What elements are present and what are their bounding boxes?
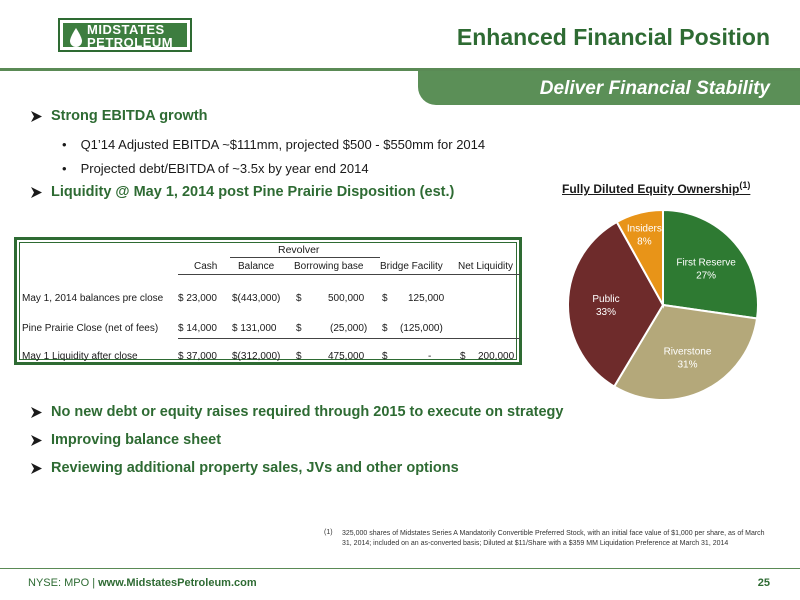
- bullet-no-new-debt: No new debt or equity raises required th…: [30, 404, 563, 420]
- footnote-number: (1): [324, 529, 333, 536]
- revolver-underline: [230, 257, 380, 258]
- pie-label-name: First Reserve: [676, 258, 736, 269]
- liquidity-table: Revolver Cash Balance Borrowing base Bri…: [14, 237, 522, 365]
- bullet-balance-sheet: Improving balance sheet: [30, 432, 221, 448]
- cell-balance: $ 131,000: [232, 323, 277, 334]
- pie-label-name: Insiders: [627, 223, 662, 234]
- cell-cash: $ 23,000: [178, 293, 217, 304]
- footer-separator: |: [92, 577, 96, 589]
- pie-label-name: Riverstone: [664, 346, 712, 357]
- pie-slice-insiders: [615, 208, 664, 309]
- oil-drop-icon: [70, 28, 82, 47]
- header-cash: Cash: [194, 261, 218, 272]
- header-divider: [0, 68, 800, 71]
- cell-borrow-symbol: $: [296, 351, 302, 362]
- footer-website-link[interactable]: www.MidstatesPetroleum.com: [98, 577, 257, 589]
- chart-title: Fully Diluted Equity Ownership(1): [562, 180, 750, 196]
- header-underline: [178, 274, 520, 275]
- arrow-bullet-icon: [31, 434, 42, 446]
- bullet-text: Improving balance sheet: [51, 432, 222, 448]
- table-inner-border: Revolver Cash Balance Borrowing base Bri…: [19, 242, 520, 362]
- cell-bridge-symbol: $: [382, 293, 388, 304]
- logo-background: MIDSTATES PETROLEUM: [63, 22, 187, 50]
- header-balance: Balance: [238, 261, 275, 272]
- header-bridge-facility: Bridge Facility: [380, 261, 443, 272]
- chart-title-text: Fully Diluted Equity Ownership: [562, 182, 740, 196]
- cell-bridge-symbol: $: [382, 351, 388, 362]
- arrow-bullet-icon: [31, 186, 42, 198]
- cell-cash: $ 37,000: [178, 351, 217, 362]
- subbullet-debt: • Projected debt/EBITDA of ~3.5x by year…: [62, 161, 369, 176]
- page-number: 25: [757, 577, 770, 589]
- bullet-text: Reviewing additional property sales, JVs…: [51, 460, 459, 476]
- page-subtitle: Deliver Financial Stability: [539, 78, 770, 99]
- cell-net-symbol: $: [460, 351, 466, 362]
- logo-text-line1: MIDSTATES: [87, 22, 165, 37]
- row-label: May 1, 2014 balances pre close: [22, 293, 164, 304]
- arrow-bullet-icon: [31, 462, 42, 474]
- cell-cash: $ 14,000: [178, 323, 217, 334]
- pie-slice-first-reserve: [662, 208, 759, 320]
- cell-bridge-symbol: $: [382, 323, 388, 334]
- cell-borrowing: (25,000): [330, 323, 368, 334]
- cell-net-liquidity: 200,000: [478, 351, 515, 362]
- header-borrowing-base: Borrowing base: [294, 261, 364, 272]
- header-net-liquidity: Net Liquidity: [458, 261, 514, 272]
- cell-borrowing: 500,000: [328, 293, 365, 304]
- bullet-liquidity: Liquidity @ May 1, 2014 post Pine Prairi…: [30, 184, 454, 200]
- company-logo: MIDSTATES PETROLEUM: [58, 18, 192, 52]
- page-title: Enhanced Financial Position: [456, 24, 770, 50]
- cell-borrow-symbol: $: [296, 293, 302, 304]
- cell-balance: $(443,000): [232, 293, 281, 304]
- bullet-text: No new debt or equity raises required th…: [51, 404, 564, 420]
- dot-bullet-icon: •: [62, 137, 67, 152]
- cell-bridge: -: [428, 351, 432, 362]
- footer-divider: [0, 568, 800, 569]
- arrow-bullet-icon: [31, 110, 42, 122]
- cell-borrowing: 475,000: [328, 351, 365, 362]
- footnote-text: 325,000 shares of Midstates Series A Man…: [342, 530, 765, 547]
- row-label: Pine Prairie Close (net of fees): [22, 323, 159, 334]
- cell-balance: $(312,000): [232, 351, 281, 362]
- bullet-property-sales: Reviewing additional property sales, JVs…: [30, 460, 459, 476]
- header-revolver: Revolver: [278, 244, 320, 256]
- cell-borrow-symbol: $: [296, 323, 302, 334]
- pie-label-value: 31%: [677, 359, 697, 370]
- subtitle-band: [418, 71, 800, 105]
- logo-text-line2: PETROLEUM: [87, 35, 174, 50]
- pie-label-value: 8%: [637, 236, 652, 247]
- subbullet-text: Q1’14 Adjusted EBITDA ~$111mm, projected…: [80, 137, 486, 152]
- equity-pie-chart: First Reserve 27% Riverstone 31% Public 33% In…: [567, 208, 759, 401]
- subbullet-text: Projected debt/EBITDA of ~3.5x by year e…: [80, 161, 369, 176]
- arrow-bullet-icon: [31, 406, 42, 418]
- pie-label-value: 33%: [596, 307, 616, 318]
- pie-label-value: 27%: [696, 271, 716, 282]
- cell-bridge: (125,000): [400, 323, 443, 334]
- total-underline: [178, 338, 520, 339]
- dot-bullet-icon: •: [62, 161, 67, 176]
- pie-label-name: Public: [592, 294, 619, 305]
- chart-title-footnote-ref: (1): [739, 180, 751, 190]
- bullet-text: Liquidity @ May 1, 2014 post Pine Prairi…: [51, 184, 455, 200]
- bullet-ebitda: Strong EBITDA growth: [30, 108, 208, 124]
- footer-info: NYSE: MPO | www.MidstatesPetroleum.com: [28, 577, 257, 589]
- row-label: May 1 Liquidity after close: [22, 351, 138, 362]
- bullet-text: Strong EBITDA growth: [51, 108, 208, 124]
- cell-bridge: 125,000: [408, 293, 445, 304]
- footer-ticker: NYSE: MPO: [28, 577, 90, 589]
- subbullet-ebitda: • Q1’14 Adjusted EBITDA ~$111mm, project…: [62, 137, 485, 152]
